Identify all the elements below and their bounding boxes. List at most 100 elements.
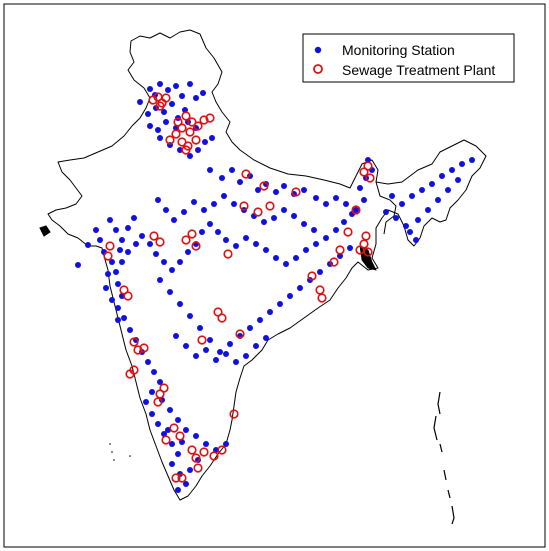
- sewage-plant-marker: [355, 245, 365, 255]
- monitoring-station-marker: [247, 325, 253, 331]
- sewage-plant-marker: [197, 335, 207, 345]
- monitoring-station-marker: [193, 95, 199, 101]
- sewage-plant-marker: [175, 431, 185, 441]
- monitoring-station-marker: [187, 313, 193, 319]
- monitoring-station-marker: [323, 235, 329, 241]
- monitoring-station-marker: [177, 301, 183, 307]
- monitoring-station-marker: [145, 359, 151, 365]
- monitoring-station-marker: [179, 93, 185, 99]
- sewage-plant-marker: [155, 237, 165, 247]
- monitoring-station-marker: [333, 227, 339, 233]
- monitoring-station-marker: [291, 213, 297, 219]
- monitoring-station-marker: [131, 215, 137, 221]
- legend-monitoring-label: Monitoring Station: [342, 42, 455, 58]
- monitoring-station-marker: [419, 187, 425, 193]
- sewage-plant-marker: [209, 451, 219, 461]
- monitoring-station-marker: [145, 111, 151, 117]
- monitoring-station-marker: [119, 237, 125, 243]
- monitoring-station-marker: [147, 123, 153, 129]
- monitoring-station-marker: [105, 271, 111, 277]
- monitoring-station-marker: [303, 247, 309, 253]
- monitoring-station-marker: [157, 81, 163, 87]
- monitoring-station-marker: [403, 223, 409, 229]
- sewage-plant-marker: [191, 453, 201, 463]
- sewage-plant-marker: [253, 207, 263, 217]
- india-outline: [47, 29, 487, 501]
- monitoring-station-marker: [103, 285, 109, 291]
- legend-stp-label: Sewage Treatment Plant: [342, 62, 495, 78]
- monitoring-station-marker: [273, 255, 279, 261]
- monitoring-station-marker: [155, 197, 161, 203]
- monitoring-station-marker: [281, 207, 287, 213]
- monitoring-station-marker: [281, 183, 287, 189]
- sewage-plant-marker: [199, 447, 209, 457]
- monitoring-station-marker: [191, 199, 197, 205]
- sewage-plant-marker: [129, 365, 139, 375]
- sewage-plant-marker: [161, 93, 171, 103]
- monitoring-station-marker: [181, 209, 187, 215]
- sewage-plant-marker: [199, 115, 209, 125]
- monitoring-station-marker: [399, 201, 405, 207]
- sewage-plant-marker: [343, 227, 353, 237]
- sewage-plant-marker: [265, 201, 275, 211]
- monitoring-station-marker: [169, 267, 175, 273]
- monitoring-station-marker: [119, 259, 125, 265]
- sewage-plant-marker: [307, 271, 317, 281]
- sewage-plant-marker: [291, 187, 301, 197]
- sewage-plant-marker: [361, 231, 371, 241]
- sewage-plant-marker: [187, 229, 197, 239]
- sewage-plant-marker: [335, 245, 345, 255]
- monitoring-station-marker: [183, 427, 189, 433]
- monitoring-station-marker: [167, 289, 173, 295]
- monitoring-station-marker: [407, 229, 413, 235]
- sewage-plant-marker: [161, 435, 171, 445]
- monitoring-station-marker: [389, 193, 395, 199]
- legend-box: [302, 33, 515, 83]
- monitoring-station-marker: [125, 249, 131, 255]
- monitoring-station-marker: [161, 109, 167, 115]
- monitoring-station-marker: [207, 167, 213, 173]
- monitoring-station-marker: [413, 237, 419, 243]
- monitoring-station-marker: [187, 153, 193, 159]
- monitoring-station-marker: [113, 227, 119, 233]
- sewage-plant-marker: [133, 345, 143, 355]
- northeast-border: [375, 181, 397, 235]
- monitoring-station-marker: [195, 147, 201, 153]
- monitoring-station-marker: [393, 215, 399, 221]
- monitoring-station-marker: [200, 90, 206, 96]
- monitoring-station-marker: [177, 147, 183, 153]
- monitoring-station-marker: [115, 305, 121, 311]
- monitoring-station-marker: [75, 262, 81, 268]
- monitoring-station-marker: [223, 351, 229, 357]
- monitoring-station-marker: [277, 301, 283, 307]
- monitoring-station-marker: [153, 251, 159, 257]
- monitoring-station-marker: [125, 225, 131, 231]
- monitoring-station-marker: [449, 167, 455, 173]
- monitoring-station-marker: [165, 87, 171, 93]
- sewage-plant-marker: [187, 445, 197, 455]
- monitoring-station-marker: [365, 157, 371, 163]
- monitoring-stations-layer: [75, 81, 475, 493]
- sewage-plant-marker: [129, 337, 139, 347]
- monitoring-station-marker: [207, 337, 213, 343]
- monitoring-station-marker: [429, 181, 435, 187]
- monitoring-station-marker: [113, 269, 119, 275]
- monitoring-station-marker: [237, 179, 243, 185]
- sewage-plant-marker: [217, 445, 227, 455]
- sewage-plant-marker: [181, 111, 191, 121]
- monitoring-station-marker: [263, 335, 269, 341]
- legend-stp-symbol: [313, 64, 323, 74]
- sewage-plant-marker: [191, 135, 201, 145]
- monitoring-station-marker: [157, 135, 163, 141]
- monitoring-station-marker: [147, 241, 153, 247]
- monitoring-station-marker: [347, 245, 353, 251]
- sewage-plant-marker: [103, 251, 113, 261]
- monitoring-station-marker: [187, 467, 193, 473]
- monitoring-station-marker: [459, 161, 465, 167]
- monitoring-station-marker: [155, 421, 161, 427]
- monitoring-station-marker: [353, 207, 359, 213]
- sewage-plant-marker: [241, 169, 251, 179]
- andaman-islands: [433, 391, 455, 525]
- sewage-plant-marker: [159, 383, 169, 393]
- monitoring-station-marker: [415, 217, 421, 223]
